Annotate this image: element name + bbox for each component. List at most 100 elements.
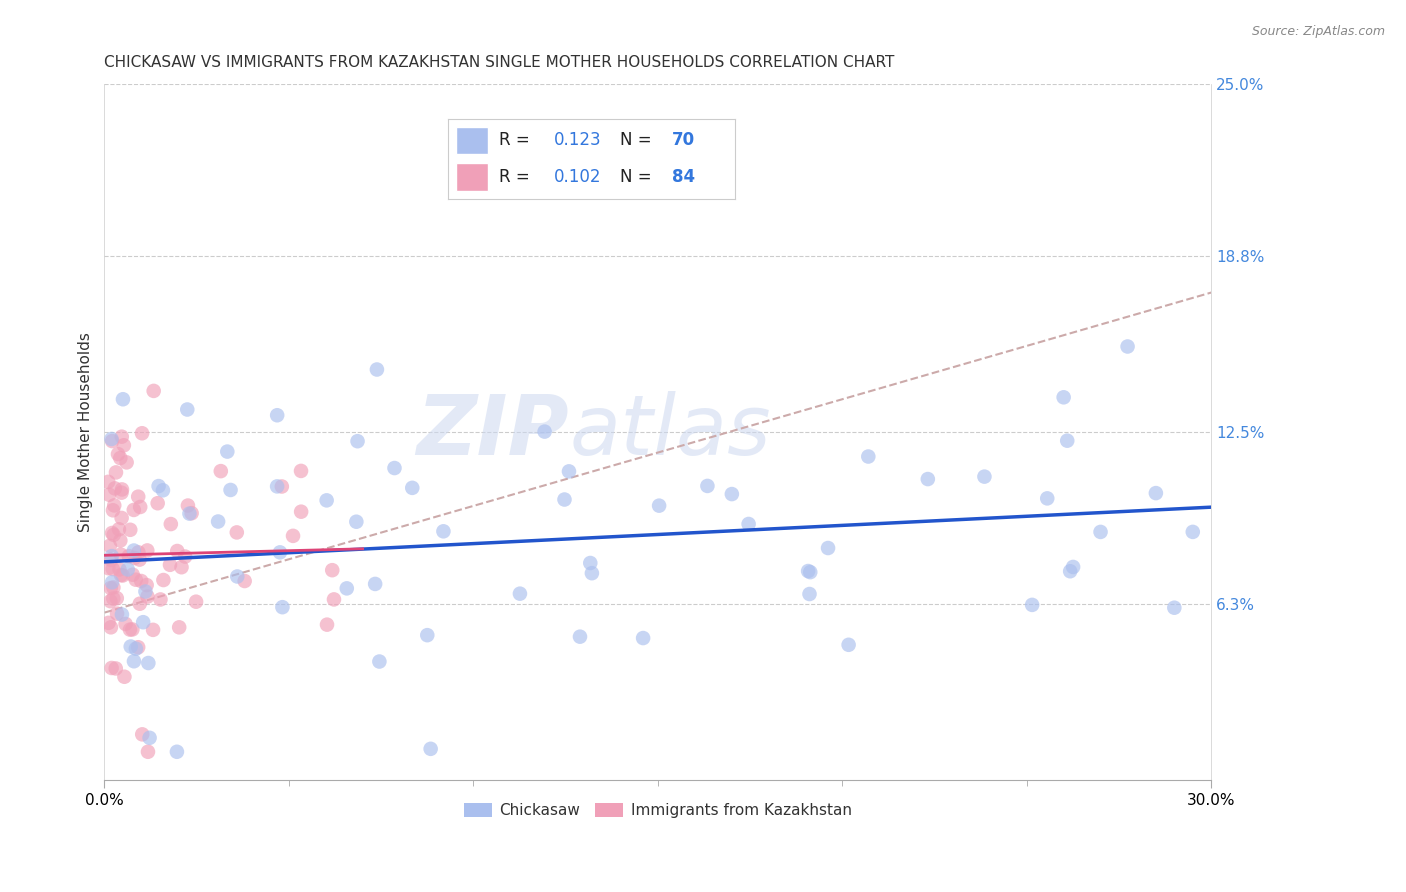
Point: [105, 591, 128, 606]
Point: [98, 488, 121, 502]
Point: [111, 483, 134, 497]
Point: [146, 496, 169, 510]
Point: [122, 654, 145, 668]
Point: [1163, 600, 1185, 615]
Point: [180, 506, 202, 520]
Text: atlas: atlas: [569, 392, 770, 472]
Point: [100, 432, 122, 446]
Point: [108, 562, 131, 576]
Point: [174, 549, 197, 564]
Point: [177, 499, 200, 513]
Point: [134, 584, 156, 599]
Point: [737, 516, 759, 531]
Point: [127, 545, 149, 559]
Y-axis label: Single Mother Households: Single Mother Households: [79, 332, 93, 532]
Point: [97, 615, 120, 630]
Point: [1144, 486, 1167, 500]
Point: [209, 464, 232, 478]
Point: [817, 541, 839, 555]
Point: [858, 450, 880, 464]
Point: [219, 483, 242, 497]
Point: [104, 466, 127, 480]
Point: [1181, 524, 1204, 539]
Point: [917, 472, 939, 486]
Point: [401, 481, 423, 495]
Point: [1062, 560, 1084, 574]
Point: [103, 581, 125, 595]
Point: [136, 745, 159, 759]
Point: [131, 727, 153, 741]
Point: [148, 479, 170, 493]
Point: [384, 461, 406, 475]
Point: [270, 479, 292, 493]
Point: [432, 524, 454, 539]
Text: ZIP: ZIP: [416, 392, 569, 472]
Point: [159, 517, 181, 532]
Point: [179, 507, 201, 521]
Point: [509, 587, 531, 601]
Point: [648, 499, 671, 513]
Point: [323, 592, 346, 607]
Point: [266, 409, 288, 423]
Point: [170, 560, 193, 574]
Point: [1056, 434, 1078, 448]
Point: [120, 640, 142, 654]
Point: [142, 384, 165, 398]
Point: [166, 544, 188, 558]
Point: [271, 600, 294, 615]
Point: [1059, 564, 1081, 578]
Point: [290, 505, 312, 519]
Point: [101, 562, 124, 576]
Point: [368, 655, 391, 669]
Point: [131, 426, 153, 441]
Point: [107, 447, 129, 461]
Point: [1053, 390, 1076, 404]
Point: [315, 493, 337, 508]
Point: [553, 492, 575, 507]
Text: CHICKASAW VS IMMIGRANTS FROM KAZAKHSTAN SINGLE MOTHER HOUSEHOLDS CORRELATION CHA: CHICKASAW VS IMMIGRANTS FROM KAZAKHSTAN …: [104, 55, 894, 70]
Point: [217, 444, 239, 458]
Point: [344, 515, 367, 529]
Point: [176, 402, 198, 417]
Point: [838, 638, 860, 652]
Point: [110, 548, 132, 562]
Point: [149, 592, 172, 607]
Text: Source: ZipAtlas.com: Source: ZipAtlas.com: [1251, 25, 1385, 38]
Point: [346, 434, 368, 449]
Point: [124, 551, 146, 566]
Point: [138, 656, 160, 670]
Point: [103, 591, 125, 606]
Point: [111, 607, 134, 622]
Point: [419, 741, 441, 756]
Point: [316, 617, 339, 632]
Point: [152, 573, 174, 587]
Point: [110, 533, 132, 548]
Point: [533, 425, 555, 439]
Point: [100, 620, 122, 634]
Point: [101, 549, 124, 563]
Point: [226, 569, 249, 583]
Point: [558, 464, 581, 478]
Point: [128, 597, 150, 611]
Point: [269, 545, 291, 559]
Point: [127, 490, 149, 504]
Point: [101, 503, 124, 517]
Point: [132, 615, 155, 630]
Point: [266, 479, 288, 493]
Point: [631, 631, 654, 645]
Point: [112, 438, 135, 452]
Point: [110, 568, 132, 582]
Point: [118, 549, 141, 563]
Point: [104, 661, 127, 675]
Point: [973, 469, 995, 483]
Point: [100, 553, 122, 567]
Point: [159, 558, 181, 572]
Point: [108, 522, 131, 536]
Point: [111, 430, 134, 444]
Point: [290, 464, 312, 478]
Point: [797, 564, 820, 578]
Point: [112, 670, 135, 684]
Point: [721, 487, 744, 501]
Point: [1090, 524, 1112, 539]
Point: [98, 539, 121, 553]
